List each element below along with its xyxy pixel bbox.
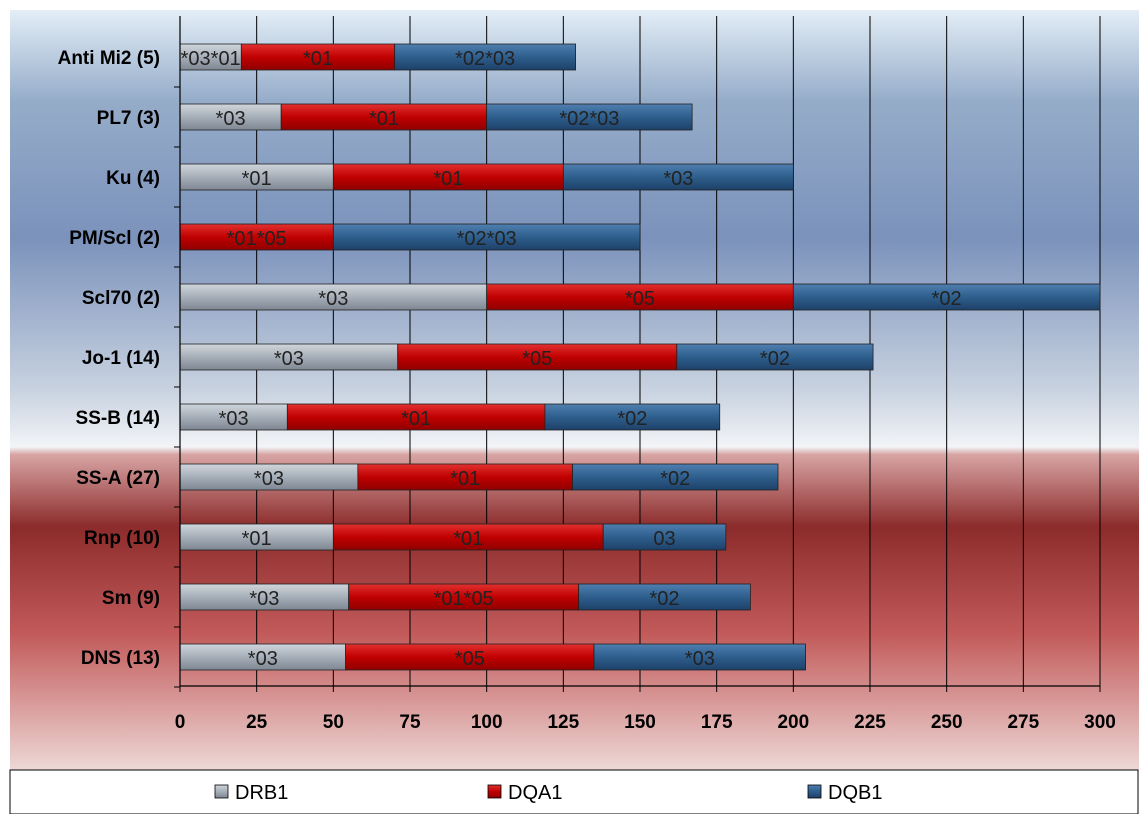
bar-data-label: *01 bbox=[303, 48, 333, 70]
bar-segment bbox=[179, 643, 347, 671]
bar-segment bbox=[280, 103, 488, 131]
legend-box bbox=[9, 769, 1139, 815]
x-tick-label: 0 bbox=[175, 712, 186, 733]
bar-data-label: *05 bbox=[522, 348, 552, 370]
bar-data-label: *03*01 bbox=[181, 48, 241, 70]
category-label: PM/Scl (2) bbox=[69, 228, 160, 249]
x-tick-label: 300 bbox=[1084, 712, 1116, 733]
bar-segment bbox=[578, 583, 751, 611]
bar-data-label: *02 bbox=[760, 348, 790, 370]
bar-segment bbox=[332, 223, 641, 251]
x-tick-label: 200 bbox=[777, 712, 809, 733]
x-tick-label: 275 bbox=[1007, 712, 1039, 733]
bar-data-label: *02 bbox=[660, 468, 690, 490]
category-label: SS-A (27) bbox=[76, 468, 160, 489]
bar-data-label: *01 bbox=[433, 168, 463, 190]
bar-segment bbox=[179, 343, 399, 371]
bar-segment bbox=[286, 403, 546, 431]
bar-data-label: *02*03 bbox=[455, 48, 515, 70]
bar-data-label: *01*05 bbox=[434, 588, 494, 610]
bar-data-label: *01 bbox=[242, 528, 272, 550]
x-tick-label: 25 bbox=[246, 712, 268, 733]
bar-segment bbox=[332, 523, 604, 551]
bar-data-label: *03 bbox=[318, 288, 348, 310]
bar-segment bbox=[572, 463, 779, 491]
bar-segment bbox=[345, 643, 595, 671]
x-tick-label: 150 bbox=[624, 712, 656, 733]
bar-segment bbox=[486, 283, 794, 311]
bar-data-label: *03 bbox=[663, 168, 693, 190]
bar-segment bbox=[357, 463, 573, 491]
category-label: Scl70 (2) bbox=[82, 288, 160, 309]
x-tick-label: 75 bbox=[399, 712, 421, 733]
legend-label: DQA1 bbox=[508, 782, 562, 804]
category-label: PL7 (3) bbox=[97, 108, 160, 129]
bar-data-label: *02 bbox=[650, 588, 680, 610]
bar-segment bbox=[394, 43, 576, 71]
category-label: Jo-1 (14) bbox=[82, 348, 160, 369]
bars: *03*01 *01 *02*03*03 *01 *02*03*01 *01 *03*01*… bbox=[179, 43, 1101, 671]
legend-swatch bbox=[487, 784, 502, 799]
category-label: Rnp (10) bbox=[84, 528, 160, 549]
bar-data-label: *03 bbox=[248, 648, 278, 670]
category-label: Anti Mi2 (5) bbox=[58, 48, 160, 69]
bar-segment bbox=[593, 643, 807, 671]
bar-segment bbox=[602, 523, 727, 551]
x-tick-label: 225 bbox=[854, 712, 886, 733]
bar-segment bbox=[676, 343, 874, 371]
legend-label: DRB1 bbox=[235, 782, 288, 804]
bar-data-label: *05 bbox=[455, 648, 485, 670]
bar-segment bbox=[397, 343, 678, 371]
bar-segment bbox=[792, 283, 1101, 311]
bar-data-label: *01*05 bbox=[227, 228, 287, 250]
bar-data-label: *03 bbox=[685, 648, 715, 670]
legend-swatch bbox=[807, 784, 822, 799]
bar-data-label: *03 bbox=[254, 468, 284, 490]
bar-segment bbox=[179, 403, 288, 431]
bar-data-label: *01 bbox=[401, 408, 431, 430]
category-label: DNS (13) bbox=[81, 648, 160, 669]
legend: DRB1 DQA1 DQB1 bbox=[9, 769, 1139, 815]
x-tick-label: 125 bbox=[547, 712, 579, 733]
bar-data-label: 03 bbox=[653, 528, 675, 550]
bar-data-label: *03 bbox=[249, 588, 279, 610]
bar-data-label: *01 bbox=[450, 468, 480, 490]
legend-label: DQB1 bbox=[828, 782, 882, 804]
chart-background bbox=[10, 10, 1139, 770]
bar-data-label: *03 bbox=[219, 408, 249, 430]
category-label: Sm (9) bbox=[102, 588, 160, 609]
x-tick-label: 50 bbox=[323, 712, 344, 733]
x-tick-label: 175 bbox=[701, 712, 733, 733]
category-label: Ku (4) bbox=[106, 168, 160, 189]
bar-data-label: *02*03 bbox=[457, 228, 517, 250]
bar-data-label: *01 bbox=[453, 528, 483, 550]
legend-swatch bbox=[214, 784, 229, 799]
bar-segment bbox=[348, 583, 580, 611]
bar-segment bbox=[562, 163, 794, 191]
axes: 0 25 50 75 100 125 150 175 200 225 250 275 300 Anti M… bbox=[58, 16, 1116, 733]
bar-segment bbox=[179, 163, 334, 191]
bar-data-label: *02 bbox=[932, 288, 962, 310]
x-tick-label: 100 bbox=[471, 712, 503, 733]
bar-data-label: *02*03 bbox=[559, 108, 619, 130]
category-label: SS-B (14) bbox=[76, 408, 160, 429]
bar-data-label: *02 bbox=[617, 408, 647, 430]
bar-data-label: *05 bbox=[625, 288, 655, 310]
bar-segment bbox=[544, 403, 721, 431]
bar-segment bbox=[486, 103, 693, 131]
bar-segment bbox=[332, 163, 564, 191]
bar-data-label: *03 bbox=[216, 108, 246, 130]
bar-data-label: *03 bbox=[274, 348, 304, 370]
x-tick-label: 250 bbox=[931, 712, 963, 733]
bar-data-label: *01 bbox=[242, 168, 272, 190]
bar-data-label: *01 bbox=[369, 108, 399, 130]
